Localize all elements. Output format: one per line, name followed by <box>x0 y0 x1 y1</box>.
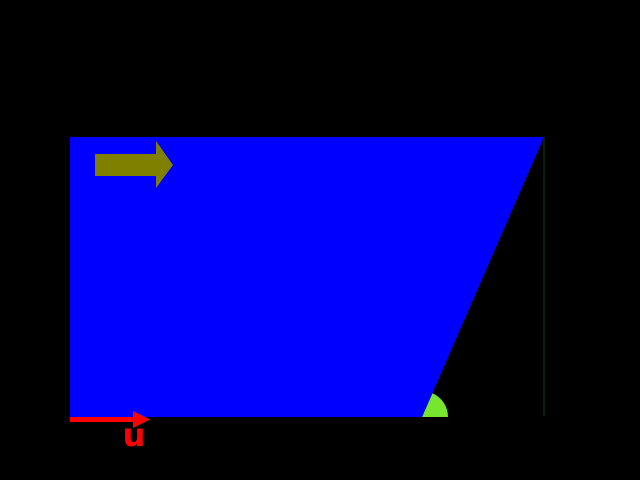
flow-direction-arrow-icon <box>95 141 173 188</box>
velocity-label: u <box>123 416 146 454</box>
sheared-element <box>70 137 544 417</box>
velocity-arrow-icon <box>70 411 150 428</box>
shear-angle-marker <box>422 393 448 417</box>
